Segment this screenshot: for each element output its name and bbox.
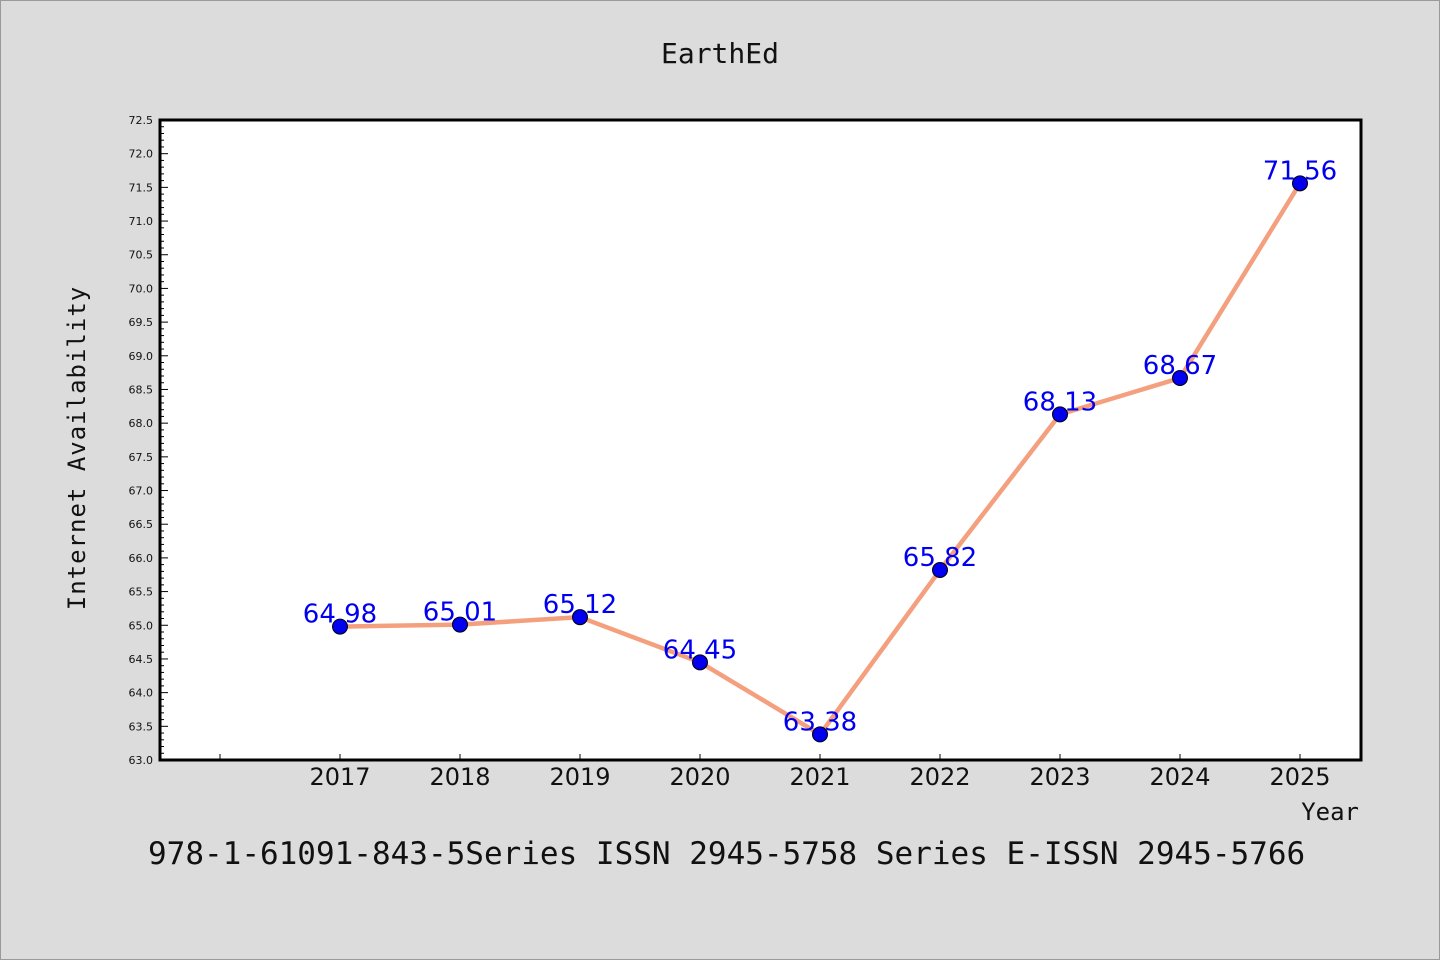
x-tick-label: 2025 <box>1269 763 1330 791</box>
y-tick-label: 68.0 <box>129 417 154 430</box>
x-tick-label: 2023 <box>1029 763 1090 791</box>
data-point <box>572 609 588 626</box>
chart-title: EarthEd <box>661 37 779 70</box>
x-axis-label: Year <box>1301 798 1359 826</box>
data-point <box>1052 406 1068 423</box>
x-tick-label: 2020 <box>669 763 730 791</box>
y-axis-label: Internet Availability <box>63 286 91 610</box>
y-tick-label: 71.0 <box>129 215 154 228</box>
data-label: 68.13 <box>1023 387 1097 417</box>
y-tick-label: 71.5 <box>129 181 154 194</box>
x-tick-label: 2019 <box>549 763 610 791</box>
data-point <box>332 618 348 635</box>
y-tick-label: 69.0 <box>129 350 154 363</box>
data-point <box>812 726 828 743</box>
data-series <box>332 175 1308 743</box>
data-label: 64.98 <box>303 600 377 630</box>
y-tick-label: 64.5 <box>129 653 154 666</box>
y-tick-label: 65.5 <box>129 586 154 599</box>
y-tick-label: 63.0 <box>129 754 154 767</box>
data-label: 65.12 <box>543 590 617 620</box>
y-tick-label: 69.5 <box>129 316 154 329</box>
data-label: 65.82 <box>903 543 977 573</box>
data-labels: 64.98 65.01 65.12 64.45 63.38 65.82 68.13 68.67… <box>303 156 1337 737</box>
y-tick-label: 64.0 <box>129 687 154 700</box>
y-tick-label: 70.0 <box>129 282 154 295</box>
y-tick-label: 72.5 <box>129 114 154 127</box>
x-tick-label: 2018 <box>429 763 490 791</box>
data-label: 64.45 <box>663 635 737 665</box>
y-tick-label: 65.0 <box>129 619 154 632</box>
footer-isbn-issn: 978-1-61091-843-5Series ISSN 2945-5758 S… <box>148 836 1305 872</box>
y-tick-label: 63.5 <box>129 720 154 733</box>
data-point <box>932 562 948 579</box>
data-point <box>1292 175 1308 192</box>
y-tick-label: 66.5 <box>129 518 154 531</box>
x-tick-label: 2022 <box>909 763 970 791</box>
data-point <box>692 654 708 671</box>
x-tick-label: 2024 <box>1149 763 1210 791</box>
data-point <box>1172 370 1188 387</box>
y-tick-label: 66.0 <box>129 552 154 565</box>
data-label: 65.01 <box>423 598 497 628</box>
y-tick-label: 72.0 <box>129 148 154 161</box>
y-tick-label: 70.5 <box>129 249 154 262</box>
data-label: 63.38 <box>783 707 857 737</box>
x-tick-label: 2021 <box>789 763 850 791</box>
y-axis: 63.0 63.5 64.0 64.5 65.0 65.5 66.0 66.5 67.0 67.5… <box>129 114 168 767</box>
data-label: 68.67 <box>1143 351 1217 381</box>
data-label: 71.56 <box>1263 156 1337 186</box>
y-tick-label: 67.5 <box>129 451 154 464</box>
y-tick-label: 67.0 <box>129 485 154 498</box>
plot-area <box>158 118 1363 762</box>
y-tick-label: 68.5 <box>129 383 154 396</box>
x-tick-label: 2017 <box>309 763 370 791</box>
x-axis: 2017 2018 2019 2020 2021 2022 2023 2024 2025 <box>219 754 1331 791</box>
data-point <box>452 616 468 633</box>
